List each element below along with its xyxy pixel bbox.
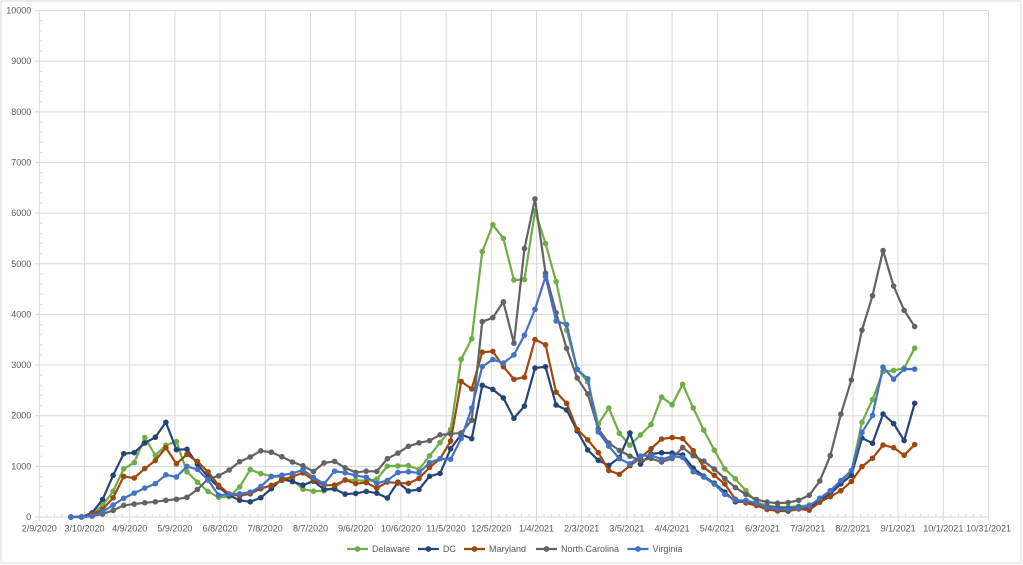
svg-text:5000: 5000	[11, 259, 31, 269]
svg-text:6/3/2021: 6/3/2021	[745, 524, 780, 534]
svg-text:1000: 1000	[11, 461, 31, 471]
svg-text:7/8/2020: 7/8/2020	[248, 524, 283, 534]
svg-text:7000: 7000	[11, 157, 31, 167]
svg-text:2/3/2021: 2/3/2021	[564, 524, 599, 534]
svg-text:3/5/2021: 3/5/2021	[609, 524, 644, 534]
svg-text:11/5/2020: 11/5/2020	[426, 524, 465, 534]
svg-text:12/5/2020: 12/5/2020	[471, 524, 511, 534]
svg-text:10/1/2021: 10/1/2021	[923, 524, 963, 534]
svg-text:7/3/2021: 7/3/2021	[790, 524, 825, 534]
svg-text:8000: 8000	[11, 107, 31, 117]
svg-text:3/10/2020: 3/10/2020	[64, 524, 104, 534]
svg-text:9/1/2021: 9/1/2021	[881, 524, 916, 534]
svg-text:Maryland: Maryland	[489, 544, 526, 554]
svg-text:5/4/2021: 5/4/2021	[700, 524, 735, 534]
svg-text:5/9/2020: 5/9/2020	[157, 524, 192, 534]
svg-text:4/4/2021: 4/4/2021	[655, 524, 690, 534]
svg-text:10/6/2020: 10/6/2020	[381, 524, 421, 534]
svg-text:9/6/2020: 9/6/2020	[338, 524, 373, 534]
svg-text:4000: 4000	[11, 309, 31, 319]
svg-text:Delaware: Delaware	[372, 544, 410, 554]
svg-text:0: 0	[26, 512, 31, 522]
svg-text:4/9/2020: 4/9/2020	[112, 524, 147, 534]
svg-text:8/2/2021: 8/2/2021	[835, 524, 870, 534]
svg-text:3000: 3000	[11, 360, 31, 370]
svg-text:2/9/2020: 2/9/2020	[22, 524, 57, 534]
svg-text:DC: DC	[443, 544, 456, 554]
svg-text:1/4/2021: 1/4/2021	[519, 524, 554, 534]
svg-text:10000: 10000	[6, 6, 31, 16]
svg-text:North Carolina: North Carolina	[561, 544, 619, 554]
svg-text:8/7/2020: 8/7/2020	[293, 524, 328, 534]
svg-text:6/8/2020: 6/8/2020	[203, 524, 238, 534]
svg-text:10/31/2021: 10/31/2021	[966, 524, 1011, 534]
svg-text:Virginia: Virginia	[653, 544, 683, 554]
svg-text:9000: 9000	[11, 56, 31, 66]
svg-text:6000: 6000	[11, 208, 31, 218]
svg-text:2000: 2000	[11, 411, 31, 421]
